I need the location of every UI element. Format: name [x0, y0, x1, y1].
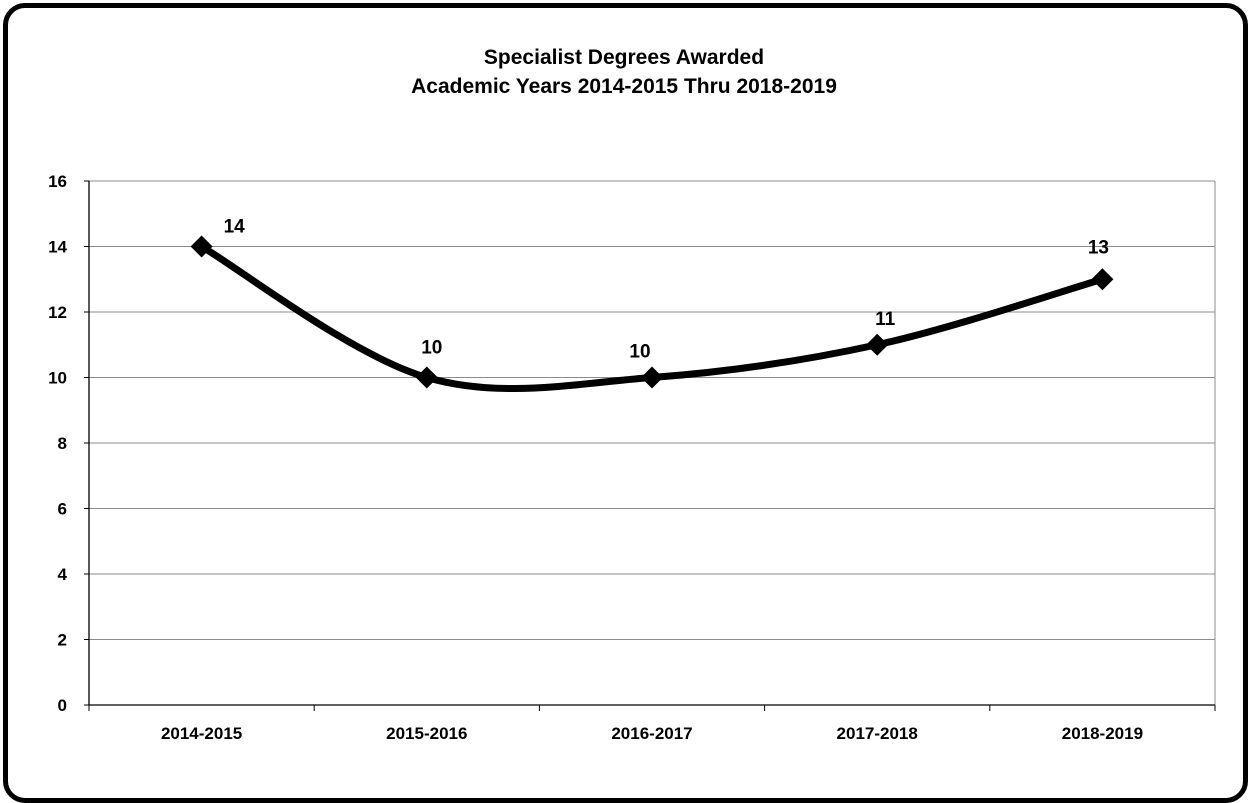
chart-subtitle: Academic Years 2014-2015 Thru 2018-2019: [411, 75, 837, 98]
y-tick-label: 0: [58, 696, 67, 715]
y-tick-label: 10: [48, 369, 67, 388]
y-tick-label: 8: [58, 434, 67, 453]
data-point-marker: [190, 235, 213, 258]
chart-title: Specialist Degrees Awarded: [484, 46, 764, 69]
x-tick-label: 2017-2018: [837, 724, 918, 743]
axes: [84, 180, 1216, 711]
data-point-marker: [641, 366, 663, 389]
data-point-marker: [415, 366, 438, 389]
y-tick-label: 14: [48, 238, 67, 257]
y-axis-ticks: 0 2 4 6 8 10 12 14 16: [48, 172, 67, 715]
x-tick-label: 2014-2015: [161, 724, 242, 743]
y-tick-label: 2: [58, 631, 67, 650]
x-tick-label: 2016-2017: [611, 724, 692, 743]
y-tick-label: 6: [58, 500, 67, 519]
data-labels: 14 10 10 11 13: [224, 217, 1109, 363]
chart-frame: [3, 3, 1248, 803]
grid-lines: [89, 180, 1215, 640]
x-tick-label: 2018-2019: [1062, 724, 1143, 743]
data-label: 10: [421, 338, 442, 359]
y-tick-label: 12: [48, 303, 67, 322]
series-group: [190, 235, 1114, 393]
data-label: 14: [224, 217, 246, 238]
y-tick-label: 16: [48, 172, 67, 191]
data-label: 13: [1088, 237, 1109, 258]
data-point-marker: [1091, 268, 1114, 291]
x-tick-label: 2015-2016: [386, 724, 467, 743]
y-tick-label: 4: [58, 565, 68, 584]
x-axis-ticks: 2014-2015 2015-2016 2016-2017 2017-2018 2018…: [161, 724, 1143, 743]
data-point-marker: [866, 333, 889, 356]
data-label: 11: [875, 309, 896, 330]
data-label: 10: [629, 342, 650, 363]
